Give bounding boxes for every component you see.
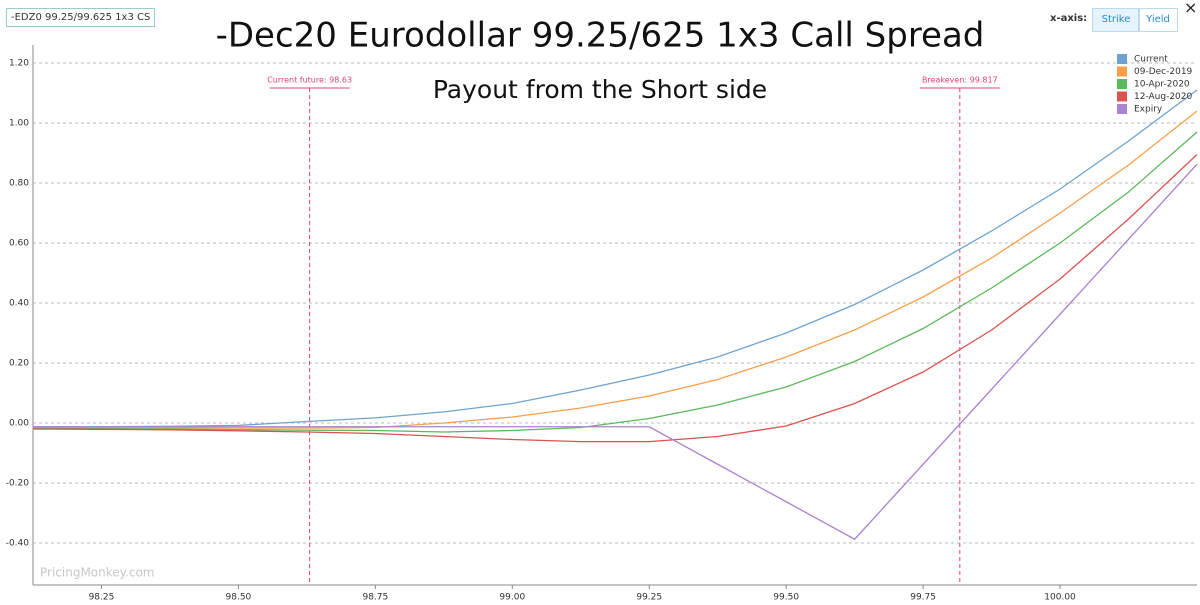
y-tick-label: -0.40 (6, 539, 30, 549)
legend-label: 09-Dec-2019 (1134, 67, 1193, 77)
legend-label: Current (1134, 55, 1168, 65)
legend-label: 10-Apr-2020 (1134, 80, 1190, 90)
x-tick-label: 98.75 (362, 593, 388, 603)
instrument-label[interactable]: -EDZ0 99.25/99.625 1x3 CS (6, 8, 156, 27)
series-line (33, 110, 1198, 429)
x-tick-label: 98.25 (89, 593, 115, 603)
x-tick-label: 100.00 (1044, 593, 1076, 603)
y-tick-label: 0.60 (9, 239, 29, 249)
chart-subtitle: Payout from the Short side (433, 75, 767, 104)
chart-title: -Dec20 Eurodollar 99.25/625 1x3 Call Spr… (216, 16, 985, 56)
annotation-label: Current future: 98.63 (267, 76, 352, 85)
watermark: PricingMonkey.com (40, 566, 155, 580)
y-tick-label: 0.80 (9, 179, 29, 189)
legend-swatch (1117, 66, 1127, 77)
y-tick-label: 0.40 (9, 299, 29, 309)
close-button[interactable]: × (1184, 0, 1198, 17)
series-line (33, 163, 1198, 541)
series-line (32, 154, 1198, 443)
x-tick-label: 99.75 (910, 593, 936, 603)
x-tick-label: 99.00 (499, 593, 525, 603)
legend-label: 12-Aug-2020 (1134, 92, 1193, 102)
annotation-label: Breakeven: 99.817 (922, 76, 998, 85)
legend-swatch (1117, 54, 1127, 64)
legend-label: Expiry (1134, 105, 1163, 115)
y-tick-label: 0.00 (9, 419, 29, 429)
x-tick-label: 98.50 (226, 593, 252, 603)
series-line (33, 89, 1198, 428)
x-tick-label: 99.50 (773, 593, 799, 603)
x-tick-label: 99.25 (636, 593, 662, 603)
strike-toggle[interactable]: Strike (1092, 8, 1140, 32)
legend-swatch (1117, 91, 1127, 102)
y-tick-label: 1.00 (9, 119, 29, 129)
series-line (32, 131, 1198, 433)
yield-toggle[interactable]: Yield (1138, 8, 1178, 32)
y-tick-label: 0.20 (9, 359, 29, 369)
legend-swatch (1117, 104, 1127, 114)
y-tick-label: 1.20 (9, 59, 29, 69)
x-axis-label: x-axis: (1050, 13, 1088, 24)
y-tick-label: -0.20 (6, 479, 30, 489)
legend-swatch (1117, 79, 1127, 89)
